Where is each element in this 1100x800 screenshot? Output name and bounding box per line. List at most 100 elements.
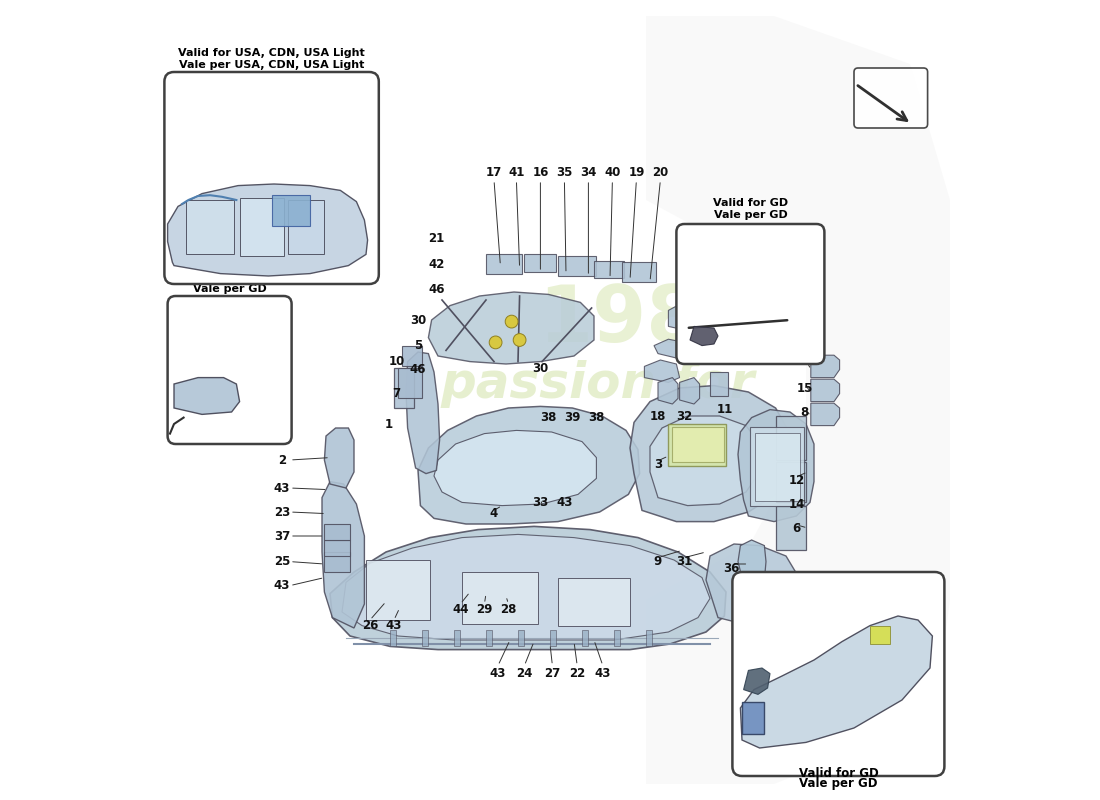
Text: 22: 22 bbox=[569, 667, 585, 680]
Text: Vale per GD: Vale per GD bbox=[192, 284, 266, 294]
Text: 35: 35 bbox=[557, 166, 573, 178]
Text: 14: 14 bbox=[789, 498, 804, 510]
Text: 11: 11 bbox=[716, 403, 733, 416]
Text: 49: 49 bbox=[197, 271, 213, 284]
Text: 43: 43 bbox=[274, 579, 290, 592]
Text: 3: 3 bbox=[653, 458, 662, 470]
Text: 18: 18 bbox=[650, 410, 667, 422]
Bar bbox=[402, 346, 422, 366]
Text: 45: 45 bbox=[796, 354, 813, 366]
Text: Valid for GD: Valid for GD bbox=[192, 272, 267, 282]
Text: Vale per GD: Vale per GD bbox=[714, 210, 788, 219]
Text: 38: 38 bbox=[540, 411, 557, 424]
Text: 36: 36 bbox=[724, 562, 740, 574]
Text: Valid for GD: Valid for GD bbox=[713, 198, 788, 208]
Text: 50: 50 bbox=[166, 271, 183, 284]
Bar bbox=[454, 630, 461, 646]
Text: 17: 17 bbox=[486, 166, 502, 178]
Text: 20: 20 bbox=[652, 166, 669, 178]
Bar bbox=[462, 572, 538, 624]
Text: 46: 46 bbox=[428, 283, 444, 296]
Polygon shape bbox=[330, 526, 726, 650]
Text: 44: 44 bbox=[452, 603, 469, 616]
Text: 24: 24 bbox=[516, 667, 532, 680]
Polygon shape bbox=[630, 386, 790, 522]
Text: 34: 34 bbox=[580, 166, 596, 178]
Polygon shape bbox=[690, 326, 718, 346]
Text: 25: 25 bbox=[274, 555, 290, 568]
Text: 26: 26 bbox=[362, 619, 378, 632]
Text: 47: 47 bbox=[170, 430, 186, 442]
Text: 31: 31 bbox=[676, 555, 693, 568]
Text: 28: 28 bbox=[500, 603, 517, 616]
Polygon shape bbox=[342, 534, 710, 640]
Text: 19: 19 bbox=[628, 166, 645, 178]
Text: 4: 4 bbox=[490, 507, 498, 520]
Text: 9: 9 bbox=[653, 555, 662, 568]
FancyBboxPatch shape bbox=[164, 72, 378, 284]
Bar bbox=[776, 416, 806, 460]
Text: 42: 42 bbox=[428, 258, 444, 270]
Bar bbox=[366, 560, 430, 620]
Text: 21: 21 bbox=[428, 232, 444, 245]
Polygon shape bbox=[669, 300, 708, 332]
Text: 1985: 1985 bbox=[538, 282, 755, 358]
Text: 51: 51 bbox=[308, 271, 324, 284]
Text: passion for: passion for bbox=[441, 360, 755, 408]
Bar bbox=[558, 256, 596, 276]
Polygon shape bbox=[167, 184, 367, 276]
Text: 38: 38 bbox=[588, 411, 605, 424]
Polygon shape bbox=[645, 360, 680, 382]
Text: 43: 43 bbox=[557, 496, 573, 509]
Text: 27: 27 bbox=[544, 667, 561, 680]
Bar bbox=[710, 372, 727, 396]
Polygon shape bbox=[174, 378, 240, 414]
Bar bbox=[287, 200, 323, 254]
Bar bbox=[324, 552, 350, 572]
Bar bbox=[776, 462, 806, 502]
Bar bbox=[422, 630, 428, 646]
Bar bbox=[594, 261, 625, 278]
Circle shape bbox=[514, 334, 526, 346]
Bar bbox=[669, 424, 726, 466]
Text: 10: 10 bbox=[736, 718, 752, 730]
Text: 12: 12 bbox=[789, 474, 804, 486]
Bar bbox=[870, 626, 890, 644]
Bar bbox=[240, 198, 284, 256]
Polygon shape bbox=[650, 416, 760, 506]
Text: Valid for USA, CDN, USA Light: Valid for USA, CDN, USA Light bbox=[178, 48, 365, 58]
Polygon shape bbox=[738, 540, 766, 582]
Text: 33: 33 bbox=[532, 496, 549, 509]
Text: 48: 48 bbox=[736, 678, 752, 690]
Bar bbox=[582, 630, 588, 646]
Text: 7: 7 bbox=[393, 387, 400, 400]
Text: Vale per USA, CDN, USA Light: Vale per USA, CDN, USA Light bbox=[179, 60, 364, 70]
Text: 1: 1 bbox=[384, 418, 393, 430]
Polygon shape bbox=[322, 482, 364, 628]
FancyBboxPatch shape bbox=[733, 572, 945, 776]
Bar bbox=[525, 254, 557, 272]
Polygon shape bbox=[406, 352, 440, 474]
Text: 23: 23 bbox=[274, 506, 290, 518]
Text: 16: 16 bbox=[532, 166, 549, 178]
Polygon shape bbox=[744, 668, 770, 694]
Bar bbox=[646, 630, 652, 646]
Text: 41: 41 bbox=[508, 166, 525, 178]
Text: 8: 8 bbox=[246, 418, 254, 430]
Bar bbox=[186, 200, 234, 254]
Text: 40: 40 bbox=[604, 166, 620, 178]
Bar bbox=[742, 702, 764, 734]
Polygon shape bbox=[740, 616, 933, 748]
Circle shape bbox=[505, 315, 518, 328]
Polygon shape bbox=[706, 544, 798, 626]
Bar bbox=[776, 506, 806, 550]
Polygon shape bbox=[428, 292, 594, 364]
Bar bbox=[390, 630, 396, 646]
Polygon shape bbox=[811, 403, 839, 426]
Text: 6: 6 bbox=[792, 522, 801, 534]
Bar bbox=[672, 427, 725, 462]
Text: 30: 30 bbox=[410, 314, 426, 326]
Text: 32: 32 bbox=[676, 410, 693, 422]
Bar bbox=[398, 368, 422, 398]
Polygon shape bbox=[680, 378, 700, 404]
